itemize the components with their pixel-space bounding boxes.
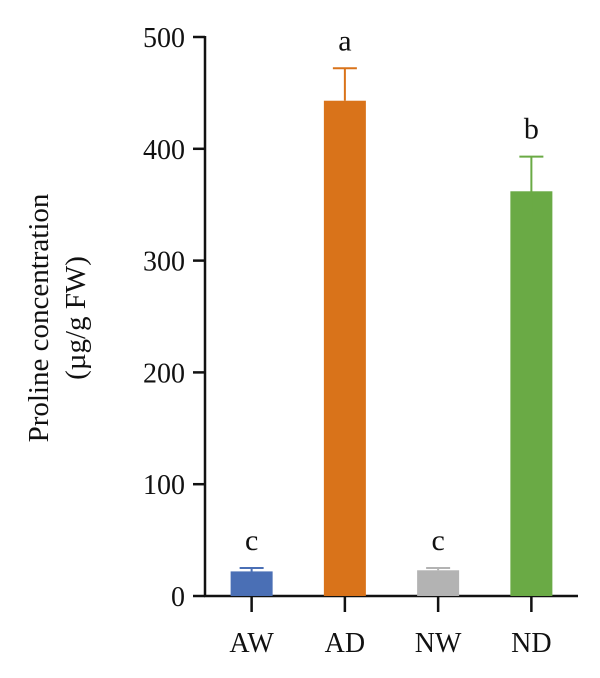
significance-label: b (524, 113, 539, 146)
error-bars (239, 67, 544, 576)
y-tick-label: 500 (143, 23, 185, 54)
y-axis-title-line2: (µg/g FW) (60, 256, 92, 380)
bar (417, 570, 460, 596)
significance-label: c (431, 524, 444, 557)
bar (323, 100, 366, 596)
y-tick-label: 400 (143, 135, 185, 166)
y-axis: 0 100 200 300 400 500 (143, 23, 207, 613)
y-tick-label: 0 (171, 582, 185, 613)
y-axis-title-line1: Proline concentration (23, 193, 55, 442)
bars (230, 100, 553, 596)
significance-label: a (338, 24, 351, 57)
x-tick-label: AW (229, 628, 274, 659)
bar (510, 191, 553, 596)
significance-label: c (245, 524, 258, 557)
y-tick-label: 200 (143, 358, 185, 389)
x-tick-label: AD (325, 628, 365, 659)
labels: c a c b (245, 24, 539, 557)
y-tick-label: 100 (143, 470, 185, 501)
x-tick-label: NW (415, 628, 462, 659)
y-axis-title: Proline concentration (µg/g FW) (23, 193, 92, 442)
x-tick-label: ND (511, 628, 551, 659)
y-tick-label: 300 (143, 247, 185, 278)
x-axis: AW AD NW ND (204, 594, 578, 659)
